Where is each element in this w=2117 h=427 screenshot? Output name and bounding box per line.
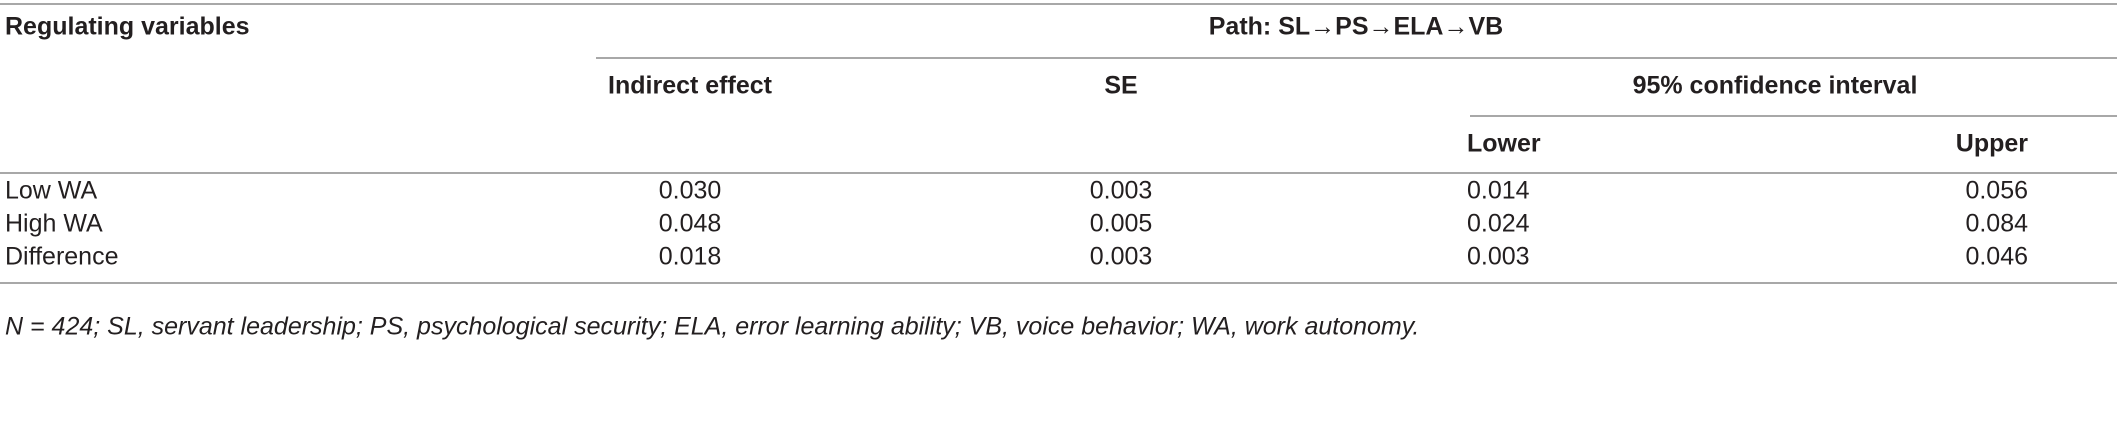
cell: 0.024 [1467,210,1530,238]
cell: 0.030 [659,177,722,205]
row-label: Low WA [5,177,97,205]
cell: 0.056 [1965,177,2028,205]
subcolumn-header: Lower [1467,130,1541,158]
cell: 0.046 [1965,243,2028,271]
cell: 0.084 [1965,210,2028,238]
stub-header: Regulating variables [5,13,250,41]
column-header: Indirect effect [608,72,773,100]
path-header: Path: SL→PS→ELA→VB [1209,13,1503,41]
cell: 0.003 [1090,243,1153,271]
cell: 0.018 [659,243,722,271]
row-label: High WA [5,210,103,238]
footnote: N = 424; SL, servant leadership; PS, psy… [5,313,1419,341]
cell: 0.003 [1090,177,1153,205]
row-label: Difference [5,243,119,271]
column-header: 95% confidence interval [1633,72,1918,100]
cell: 0.048 [659,210,722,238]
cell: 0.014 [1467,177,1530,205]
cell: 0.003 [1467,243,1530,271]
subcolumn-header: Upper [1956,130,2029,158]
column-header: SE [1104,72,1137,100]
cell: 0.005 [1090,210,1153,238]
